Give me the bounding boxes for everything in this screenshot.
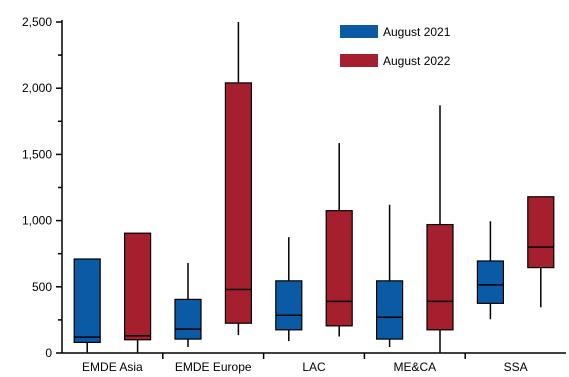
box-1-3 [426, 105, 454, 353]
y-tick-label: 2,500 [22, 15, 52, 29]
box-body [73, 258, 101, 344]
y-tick-label: 1,000 [22, 214, 52, 228]
legend-swatch [340, 25, 378, 38]
box-body [123, 232, 152, 341]
box-body [275, 280, 303, 331]
box-body [426, 223, 454, 331]
y-tick-label: 1,500 [22, 147, 52, 161]
axes: 0 500 1,000 1,500 2,000 2,500 [22, 15, 566, 360]
box-body [476, 260, 504, 304]
box-body [527, 196, 555, 269]
box-1-2 [325, 143, 353, 337]
box-0-2 [275, 237, 303, 342]
legend-label: August 2022 [383, 54, 451, 68]
box-1-1 [224, 22, 252, 336]
box-1-4 [527, 196, 555, 308]
x-axis-labels: EMDE Asia EMDE Europe LAC ME&CA SSA [82, 360, 528, 374]
legend-label: August 2021 [383, 25, 451, 39]
x-tick-label: LAC [302, 360, 326, 374]
x-tick-label: SSA [504, 360, 528, 374]
y-tick-label: 500 [32, 280, 52, 294]
legend: August 2021 August 2022 [340, 25, 451, 68]
x-tick-label: ME&CA [393, 360, 436, 374]
x-tick-label: EMDE Europe [175, 360, 252, 374]
box-body [325, 210, 353, 327]
y-tick-label: 2,000 [22, 81, 52, 95]
y-tick-label: 0 [45, 346, 52, 360]
box-body [224, 82, 252, 324]
box-plots [73, 22, 555, 353]
box-0-4 [476, 221, 504, 320]
x-tick-label: EMDE Asia [82, 360, 143, 374]
box-0-1 [174, 262, 202, 348]
legend-swatch [340, 54, 378, 67]
box-body [174, 298, 202, 340]
box-0-0 [73, 258, 101, 353]
box-1-0 [123, 232, 152, 353]
box-body [376, 280, 404, 340]
box-0-3 [376, 204, 404, 348]
